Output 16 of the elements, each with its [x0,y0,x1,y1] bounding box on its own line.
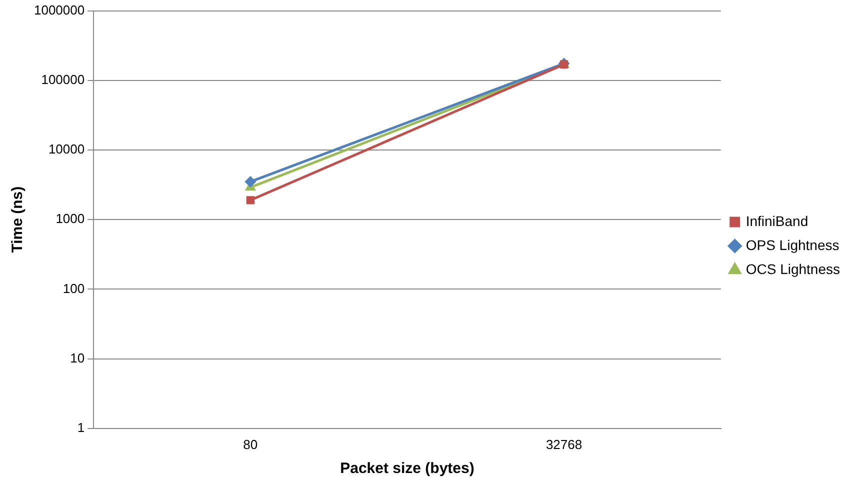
x-tick-label: 80 [243,436,258,452]
legend-label: OPS Lightness [746,236,840,253]
legend-label: OCS Lightness [746,260,840,277]
y-tick-label: 1000000 [34,2,85,18]
y-tick-label: 100000 [41,72,85,87]
x-axis-title: Packet size (bytes) [340,460,474,478]
y-axis-title: Time (ns) [9,186,26,253]
legend-label: InfiniBand [746,212,808,229]
y-tick-label: 1 [77,420,85,435]
y-tick-label: 10000 [48,142,85,157]
x-tick-label: 32768 [546,436,582,452]
y-tick-label: 10 [70,350,85,366]
point [246,196,254,204]
y-tick-label: 100 [62,280,85,296]
point [245,176,256,187]
y-tick-label: 1000 [56,211,85,226]
